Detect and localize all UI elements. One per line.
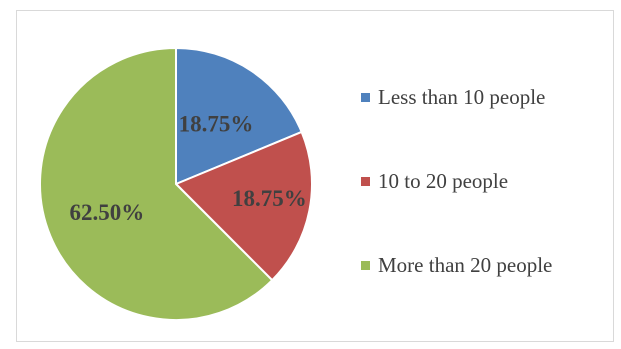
data-label-less-than-10: 18.75% — [179, 112, 254, 137]
legend-swatch — [361, 261, 370, 270]
legend-swatch — [361, 177, 370, 186]
slice-more-than-20 — [39, 46, 274, 321]
slice-10-to-20 — [174, 130, 313, 282]
legend-item-more-than-20: More than 20 people — [361, 253, 552, 278]
slice-less-than-10 — [175, 46, 303, 186]
legend-label: 10 to 20 people — [378, 169, 509, 193]
legend-item-10-to-20: 10 to 20 people — [361, 169, 552, 194]
legend-label: Less than 10 people — [378, 85, 546, 109]
legend-item-less-than-10: Less than 10 people — [361, 85, 552, 110]
legend-label: More than 20 people — [378, 253, 553, 277]
pie-chart: 18.75% 18.75% 62.50% — [39, 46, 313, 321]
chart-area: 18.75% 18.75% 62.50% Less than 10 people 1… — [16, 10, 614, 342]
legend: Less than 10 people 10 to 20 people More… — [361, 85, 552, 278]
data-label-more-than-20: 62.50% — [70, 200, 145, 225]
data-label-10-to-20: 18.75% — [232, 186, 307, 211]
legend-swatch — [361, 93, 370, 102]
